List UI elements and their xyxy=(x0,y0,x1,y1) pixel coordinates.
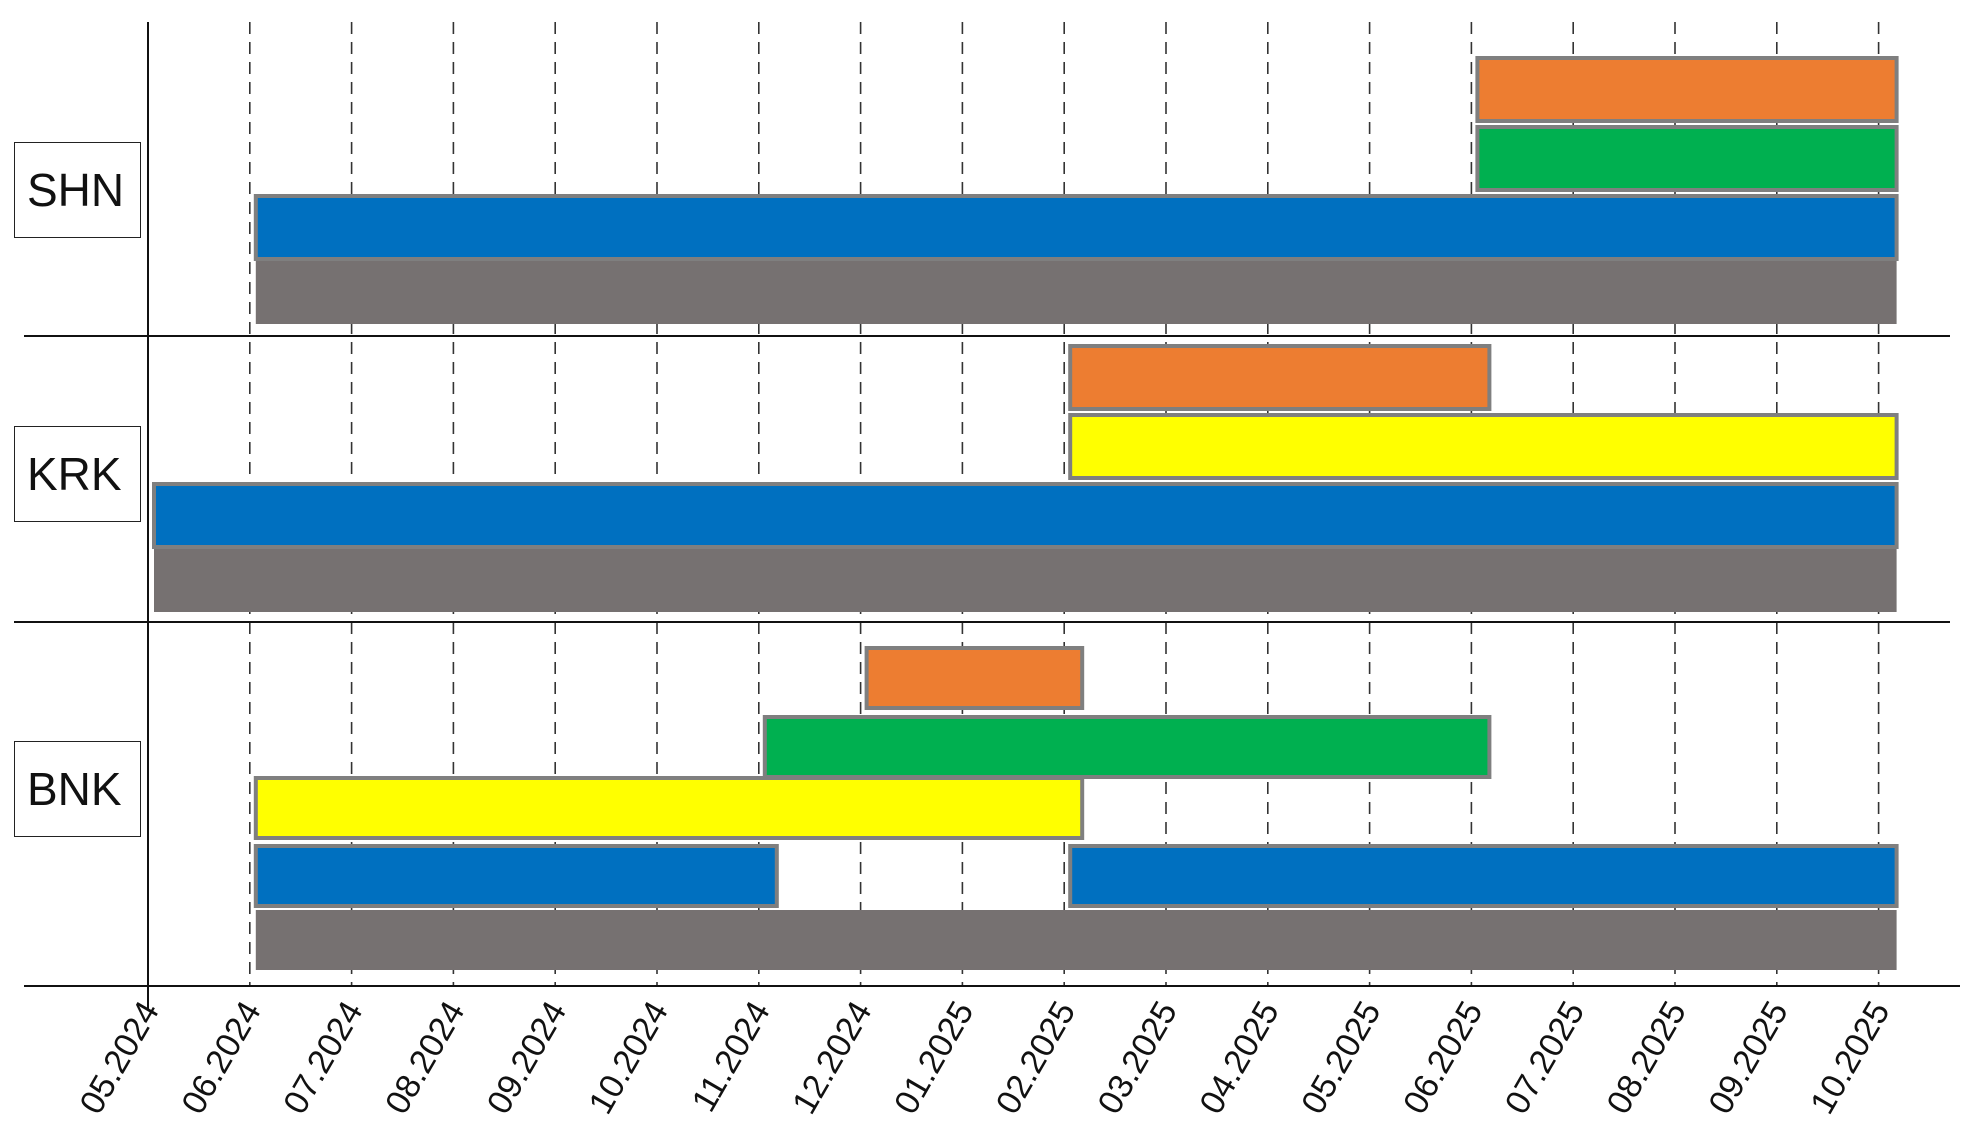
x-tick-label: 11.2024 xyxy=(685,995,778,1118)
x-tick-label: 05.2024 xyxy=(73,995,167,1120)
x-tick-label: 09.2024 xyxy=(480,995,574,1120)
bar-bnk-green xyxy=(762,715,1492,779)
x-tick-label: 06.2025 xyxy=(1396,995,1490,1120)
x-tick-label: 10.2024 xyxy=(582,995,676,1120)
row-label-bnk: BNK xyxy=(14,741,141,837)
x-tick-label: 06.2024 xyxy=(174,995,268,1120)
x-tick-label: 12.2024 xyxy=(785,995,879,1120)
bar-shn-gray xyxy=(255,261,1897,324)
x-tick-label: 08.2024 xyxy=(378,995,472,1120)
bar-bnk-blue xyxy=(1068,844,1899,908)
x-tick-label: 07.2024 xyxy=(276,995,370,1120)
x-tick-label: 02.2025 xyxy=(989,995,1083,1120)
x-tick-label: 08.2025 xyxy=(1600,995,1694,1120)
x-tick-label: 04.2025 xyxy=(1192,995,1286,1120)
bar-krk-yellow xyxy=(1068,413,1899,480)
x-tick-label: 09.2025 xyxy=(1701,995,1795,1120)
bar-shn-orange xyxy=(1475,56,1899,123)
bar-krk-gray xyxy=(154,549,1897,612)
bar-krk-blue xyxy=(152,482,1899,549)
bar-shn-green xyxy=(1475,125,1899,192)
bar-bnk-orange xyxy=(864,646,1085,710)
x-tick-label: 07.2025 xyxy=(1498,995,1592,1120)
bar-bnk-yellow xyxy=(253,776,1085,840)
bar-shn-blue xyxy=(253,194,1899,261)
x-tick-label: 03.2025 xyxy=(1091,995,1185,1120)
row-label-shn: SHN xyxy=(14,142,141,238)
bar-bnk-blue xyxy=(253,844,779,908)
x-tick-label: 05.2025 xyxy=(1294,995,1388,1120)
x-tick-label: 01.2025 xyxy=(887,995,981,1120)
bar-bnk-gray xyxy=(255,910,1897,970)
x-tick-label: 10.2025 xyxy=(1803,995,1897,1120)
bar-krk-orange xyxy=(1068,344,1492,411)
row-label-krk: KRK xyxy=(14,426,141,522)
